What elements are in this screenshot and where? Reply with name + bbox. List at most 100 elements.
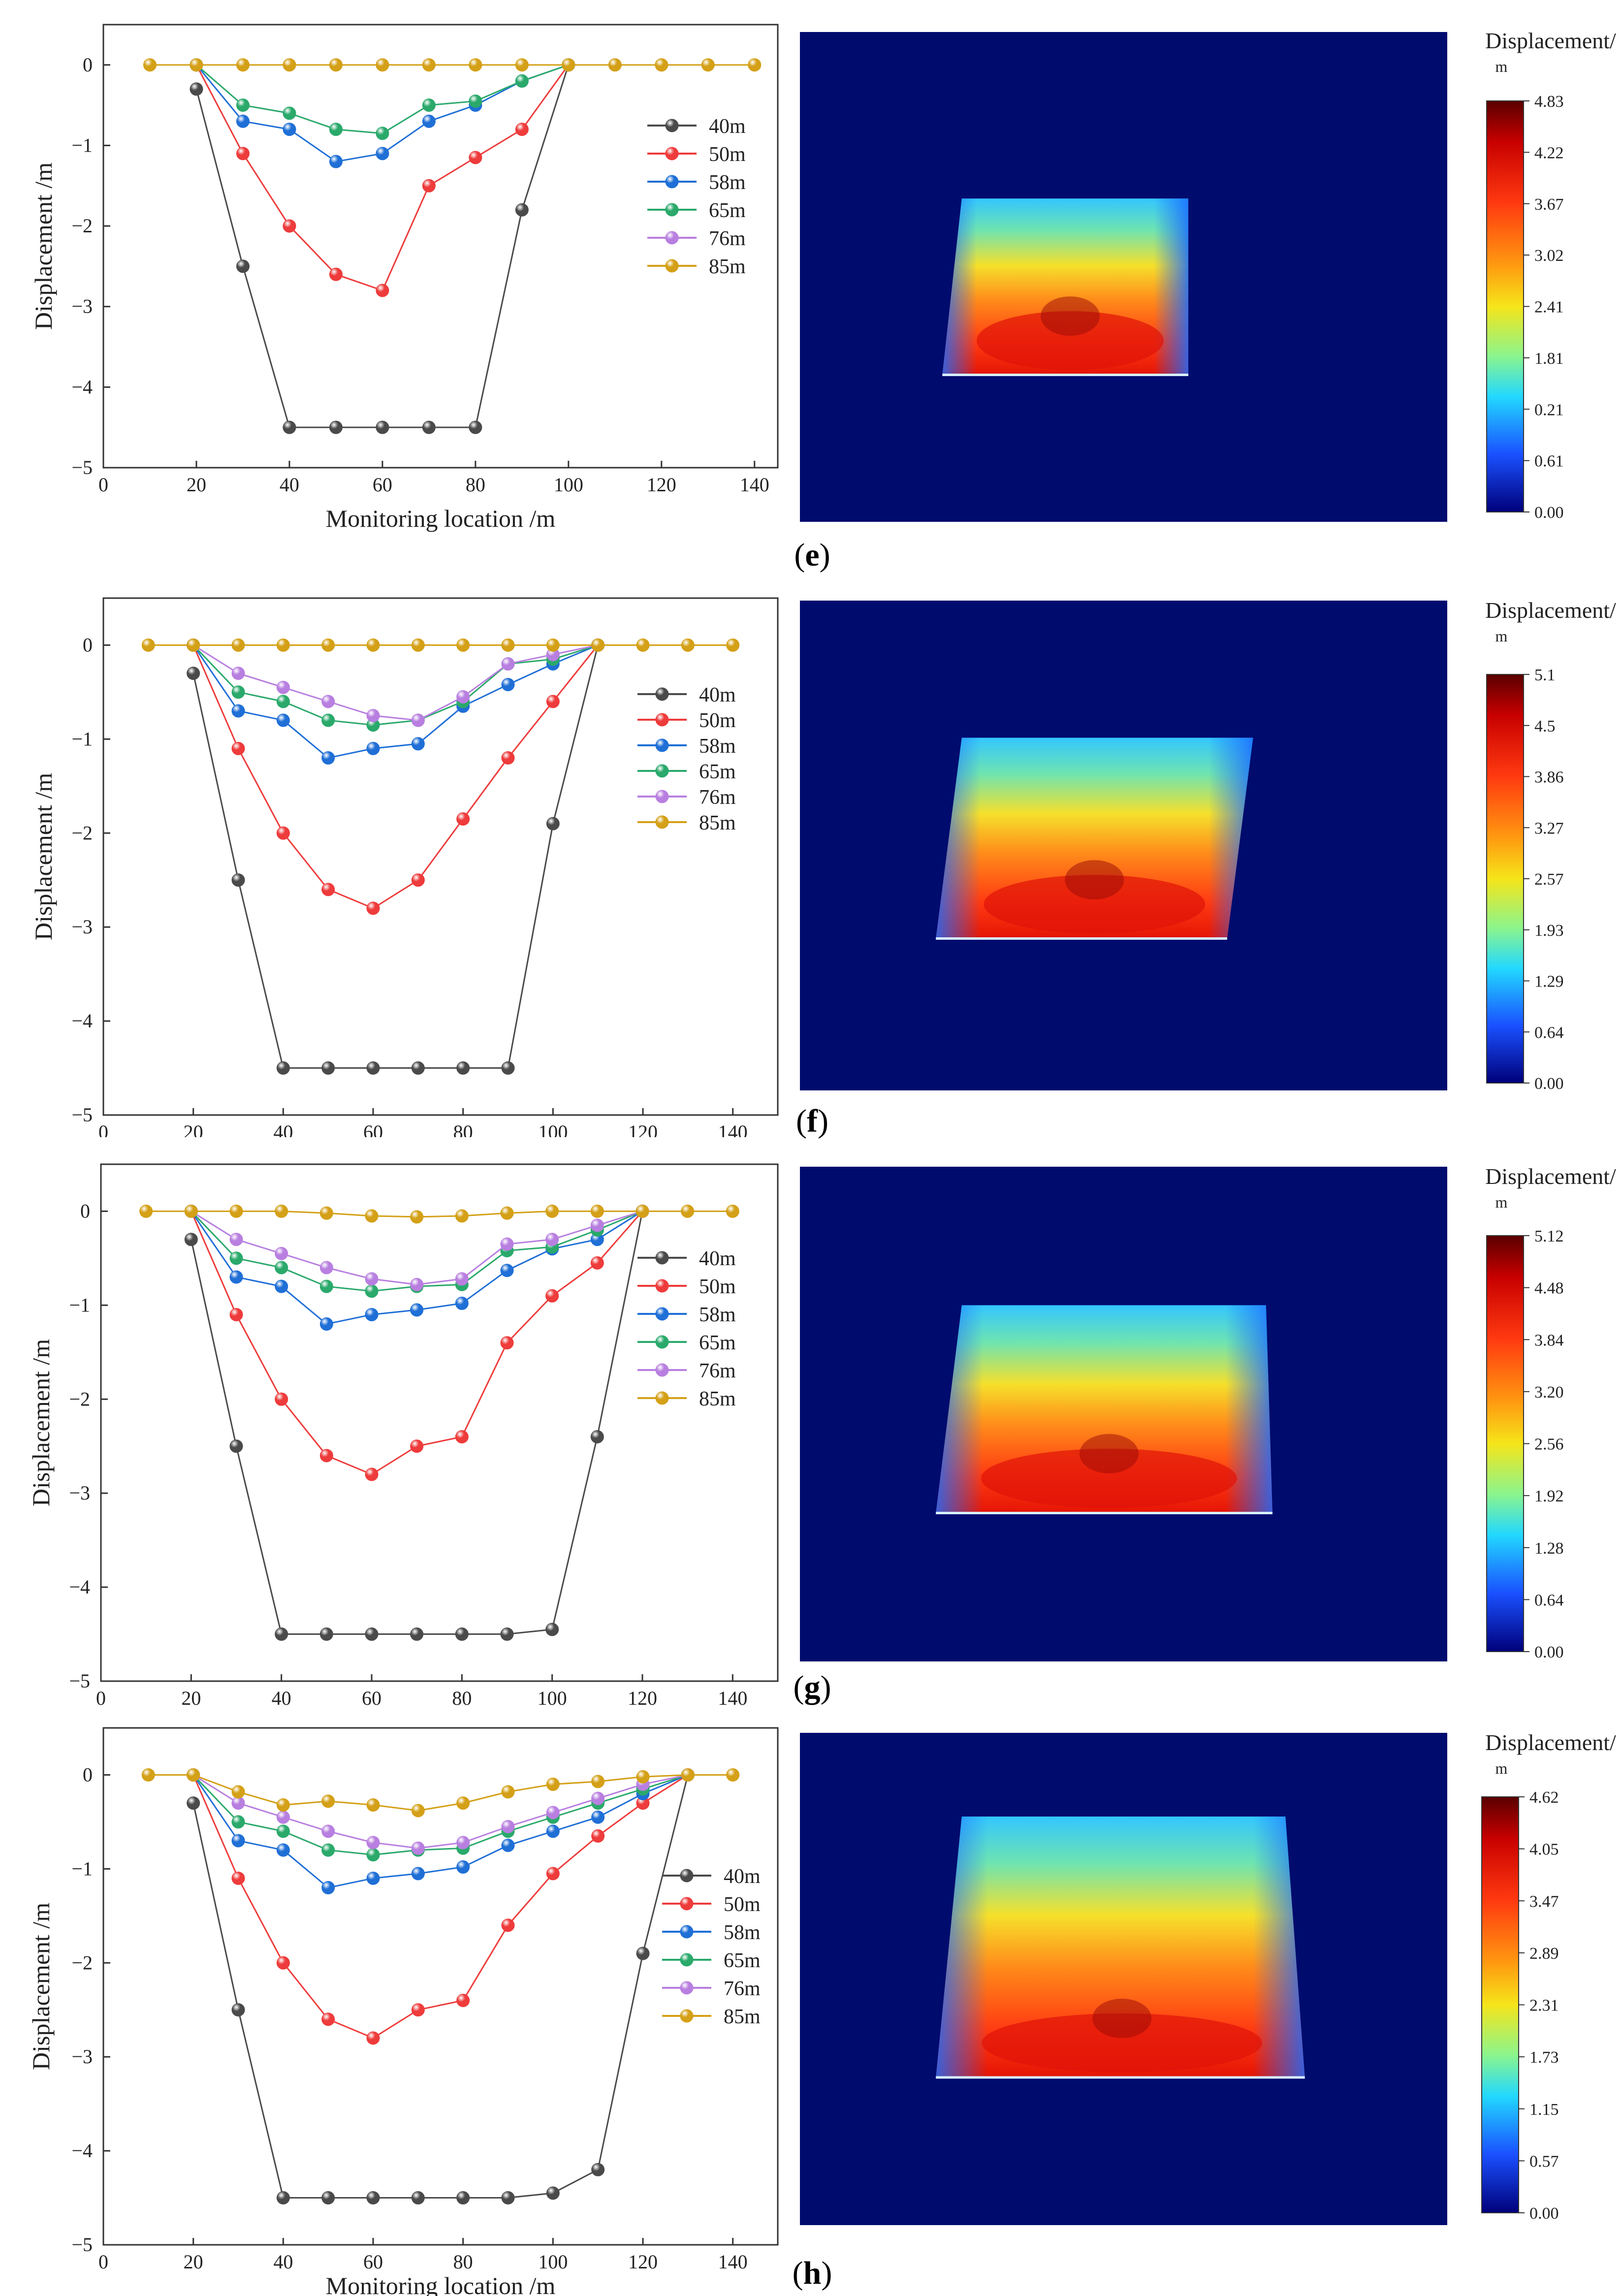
data-point <box>187 638 200 652</box>
data-point <box>229 1251 243 1265</box>
x-tick-label: 100 <box>538 1121 568 1137</box>
colorbar-tick-label: 0.57 <box>1529 2152 1559 2170</box>
data-point <box>591 1775 605 1788</box>
colorbar-unit: m <box>1495 627 1508 645</box>
data-point <box>636 1204 649 1218</box>
high-displacement-core <box>982 2013 1263 2073</box>
data-point <box>231 1785 245 1799</box>
data-point <box>229 1270 243 1284</box>
data-point <box>276 1061 290 1075</box>
x-tick-label: 20 <box>184 1121 203 1137</box>
series-line <box>192 1774 689 2039</box>
x-tick-label: 60 <box>373 474 392 496</box>
data-point <box>321 1843 335 1857</box>
x-tick-label: 120 <box>628 2251 658 2273</box>
legend-marker <box>655 1279 669 1293</box>
data-point <box>376 127 389 140</box>
y-tick-label: −5 <box>71 2233 93 2256</box>
colorbar-tick-label: 3.20 <box>1534 1383 1564 1402</box>
data-point <box>410 1303 424 1317</box>
data-point <box>411 1841 425 1855</box>
y-tick-label: −2 <box>71 822 93 844</box>
series-line <box>192 1774 688 1849</box>
colorbar-tick-label: 0.64 <box>1534 1023 1564 1042</box>
series-line <box>192 1774 688 1889</box>
data-point <box>590 1218 604 1232</box>
data-point <box>276 1810 290 1824</box>
legend-marker <box>665 147 679 160</box>
colorbar-tick-label: 1.81 <box>1534 350 1564 368</box>
colorbar-tick-label: 0.61 <box>1534 452 1564 471</box>
data-point <box>276 2191 290 2205</box>
data-point <box>276 826 290 840</box>
data-point <box>501 1839 515 1852</box>
data-point <box>591 1791 605 1805</box>
x-axis-label: Monitoring location /m <box>326 2272 556 2296</box>
legend-marker <box>655 1307 669 1321</box>
data-point <box>276 638 290 652</box>
data-point <box>329 155 343 168</box>
data-point <box>231 638 245 652</box>
colorbar-tick-label: 5.1 <box>1534 666 1556 684</box>
x-tick-label: 0 <box>96 1687 106 1708</box>
data-point <box>455 1627 469 1641</box>
colorbar-scale <box>1486 1235 1524 1652</box>
legend-marker <box>680 2009 694 2023</box>
data-point <box>411 713 425 727</box>
data-point <box>321 1881 335 1895</box>
data-point <box>500 1336 514 1350</box>
series-50m <box>187 638 605 915</box>
y-tick-label: 0 <box>83 54 93 76</box>
x-tick-label: 20 <box>181 1687 201 1708</box>
data-point <box>236 147 250 160</box>
data-point <box>365 1627 379 1641</box>
legend-label: 76m <box>699 786 736 809</box>
data-point <box>456 2191 470 2205</box>
series-line <box>146 1210 733 1218</box>
data-point <box>319 1627 333 1641</box>
colorbar-tick-label: 1.28 <box>1534 1539 1564 1558</box>
data-point <box>276 680 290 694</box>
x-tick-label: 60 <box>363 1121 383 1137</box>
colorbar-tick-label: 0.21 <box>1534 401 1564 419</box>
data-point <box>321 751 335 765</box>
legend-marker <box>655 764 669 778</box>
colorbar-tick-label: 2.41 <box>1534 298 1564 317</box>
x-tick-label: 120 <box>628 1121 658 1137</box>
legend-label: 65m <box>709 199 746 222</box>
data-point <box>515 123 529 136</box>
x-tick-label: 0 <box>98 1121 108 1137</box>
data-point <box>515 74 529 88</box>
x-tick-label: 80 <box>466 474 485 496</box>
panel-label-h: (h) <box>792 2255 832 2291</box>
data-point <box>231 1834 245 1848</box>
data-point <box>276 695 290 708</box>
legend-label: 76m <box>699 1360 736 1382</box>
panel-letter: g <box>804 1669 821 1705</box>
series-line <box>192 1775 689 2199</box>
plot-area <box>102 1727 779 2246</box>
data-point <box>321 2012 335 2026</box>
data-point <box>365 1307 379 1321</box>
data-point <box>469 58 482 72</box>
series-40m <box>190 58 575 434</box>
y-tick-label: −5 <box>71 456 93 478</box>
data-point <box>141 1768 155 1782</box>
x-tick-label: 40 <box>273 1121 293 1137</box>
data-point <box>726 1768 740 1782</box>
line-chart-frame: 0 20 40 60 80 100 120 140 0 −1 −2 −3 −4 −5 Monitoring … <box>30 24 779 532</box>
colorbar-tick-label: 0.00 <box>1534 1643 1564 1661</box>
plot-area <box>102 24 779 469</box>
x-tick-label: 20 <box>184 2251 203 2273</box>
data-point <box>501 678 515 692</box>
legend: 40m 50m 58m 65m 76m 85m <box>637 684 736 834</box>
data-point <box>455 1430 469 1444</box>
data-point <box>681 1768 695 1782</box>
y-axis-label: Displacement /m <box>30 773 57 940</box>
data-point <box>229 1233 243 1246</box>
y-tick-label: −2 <box>71 1951 93 1974</box>
series-40m <box>187 1768 695 2205</box>
legend-marker <box>680 1953 694 1967</box>
data-point <box>231 873 245 887</box>
legend-marker <box>655 1391 669 1405</box>
